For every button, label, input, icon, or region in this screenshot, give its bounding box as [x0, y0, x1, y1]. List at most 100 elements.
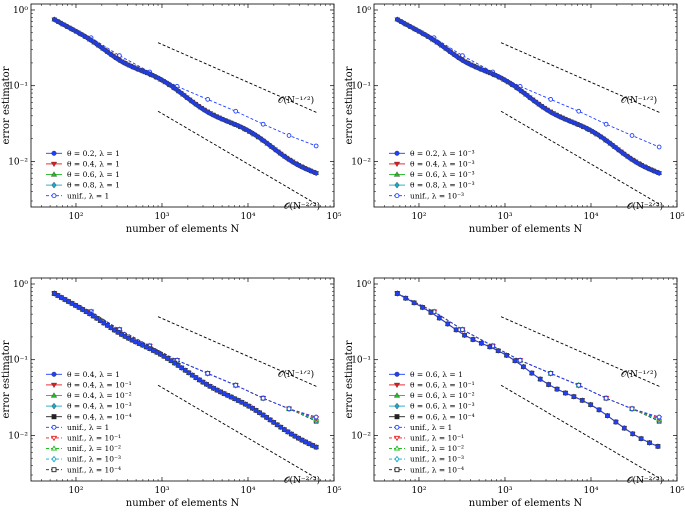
chart-panel-2: 10² 10³ 10⁴ 10⁵ 10⁻² 10⁻¹ 10⁰ number of element… [344, 3, 685, 235]
legend-marker [394, 424, 400, 430]
legend-marker [51, 414, 57, 420]
data-point [207, 384, 213, 389]
data-point [69, 301, 75, 306]
x-tick-label: 10⁵ [669, 486, 684, 496]
legend-label: θ = 0.6, λ = 10⁻² [410, 391, 475, 400]
data-point [80, 307, 85, 312]
y-tick-label: 10⁻¹ [8, 82, 28, 92]
x-tick-label: 10⁵ [326, 486, 341, 496]
data-point [548, 371, 554, 376]
data-point [289, 431, 294, 437]
x-tick-label: 10⁵ [326, 212, 341, 222]
legend-marker [50, 161, 58, 168]
data-point [462, 332, 467, 338]
y-axis-label: error estimator [344, 66, 355, 144]
legend-label: unif., λ = 1 [67, 423, 109, 432]
legend-background [387, 146, 487, 202]
legend-marker [393, 171, 401, 177]
data-point [487, 344, 493, 350]
legend-marker [51, 371, 57, 377]
plot-frame [373, 3, 678, 208]
series-6 [394, 291, 662, 420]
plot-area [394, 290, 663, 480]
data-point [420, 305, 425, 310]
data-point [52, 291, 57, 296]
data-point [211, 385, 216, 391]
y-tick-label: 10⁻¹ [351, 82, 371, 92]
reference-line-1 [500, 316, 662, 388]
legend-item: unif., λ = 1 [46, 423, 109, 432]
data-point [605, 413, 610, 418]
y-tick-label: 10⁻² [8, 157, 28, 167]
data-point [172, 360, 177, 366]
y-tick-label: 10⁻² [351, 157, 371, 167]
y-tick-label: 10⁻² [8, 431, 28, 441]
data-point [165, 356, 170, 361]
legend-label: θ = 0.4, λ = 10⁻² [67, 391, 132, 400]
data-point [267, 417, 273, 423]
data-point [260, 121, 266, 127]
series-5 [51, 17, 319, 149]
reference-line-1 [500, 42, 662, 114]
legend-label: θ = 0.4, λ = 10⁻³ [410, 160, 475, 169]
y-tick-label: 10⁻¹ [351, 356, 371, 366]
series-1 [52, 291, 319, 450]
reference-line-2 [157, 110, 319, 206]
annotation-rate-two-thirds: 𝒪(N⁻²ᐟ³) [284, 201, 320, 212]
legend-item: θ = 0.2, λ = 1 [46, 149, 120, 158]
data-point [115, 329, 121, 335]
data-point [296, 435, 301, 441]
data-point [186, 370, 192, 376]
legend-item: unif., λ = 10⁻³ [389, 191, 464, 200]
data-point [243, 401, 248, 407]
legend-item: unif., λ = 10⁻¹ [46, 434, 121, 443]
data-point [546, 382, 551, 387]
legend-marker [393, 382, 401, 389]
data-point [151, 348, 156, 353]
data-point [313, 444, 319, 450]
x-tick-label: 10⁵ [669, 212, 684, 222]
y-tick-label: 10⁻² [351, 431, 371, 441]
legend-background [44, 146, 144, 202]
legend-item: θ = 0.6, λ = 10⁻³ [389, 402, 475, 411]
legend-marker [51, 424, 57, 430]
legend-marker [50, 435, 58, 442]
data-point [576, 382, 582, 388]
legend-item: θ = 0.4, λ = 10⁻² [46, 391, 132, 400]
annotation-rate-half: 𝒪(N⁻¹ᐟ²) [278, 95, 314, 106]
x-tick-label: 10³ [154, 212, 169, 222]
data-point [200, 379, 206, 385]
legend-marker [50, 445, 58, 451]
x-tick-label: 10⁴ [240, 212, 255, 222]
legend-label: unif., λ = 10⁻³ [410, 191, 464, 200]
x-tick-label: 10⁴ [583, 212, 598, 222]
legend-item: θ = 0.4, λ = 10⁻⁴ [46, 412, 132, 421]
legend-label: unif., λ = 10⁻¹ [67, 434, 121, 443]
y-tick-label: 10⁰ [356, 280, 371, 290]
data-point [588, 402, 593, 407]
data-point [313, 143, 319, 149]
data-point [512, 358, 518, 364]
legend-item: unif., λ = 10⁻² [46, 444, 121, 453]
data-point [460, 327, 465, 332]
data-point [299, 437, 305, 443]
series-line [397, 293, 660, 418]
legend-item: unif., λ = 10⁻⁴ [46, 465, 121, 474]
y-tick-label: 10⁻¹ [8, 356, 28, 366]
chart-panel-1: 10² 10³ 10⁴ 10⁵ 10⁻² 10⁻¹ 10⁰ number of element… [1, 3, 342, 235]
legend-label: θ = 0.6, λ = 10⁻⁴ [410, 412, 475, 421]
data-point [571, 394, 577, 399]
data-point [197, 377, 202, 383]
legend-label: θ = 0.6, λ = 1 [67, 170, 120, 179]
x-tick-label: 10² [68, 212, 83, 222]
y-axis-label: error estimator [1, 340, 12, 418]
data-point [122, 334, 128, 339]
data-point [73, 303, 78, 308]
data-point [154, 350, 160, 355]
reference-line-2 [157, 384, 319, 480]
legend-marker [394, 181, 400, 189]
data-point [76, 305, 82, 310]
legend-item: unif., λ = 10⁻³ [389, 455, 464, 464]
legend-marker [50, 392, 58, 398]
legend-marker [50, 171, 58, 177]
